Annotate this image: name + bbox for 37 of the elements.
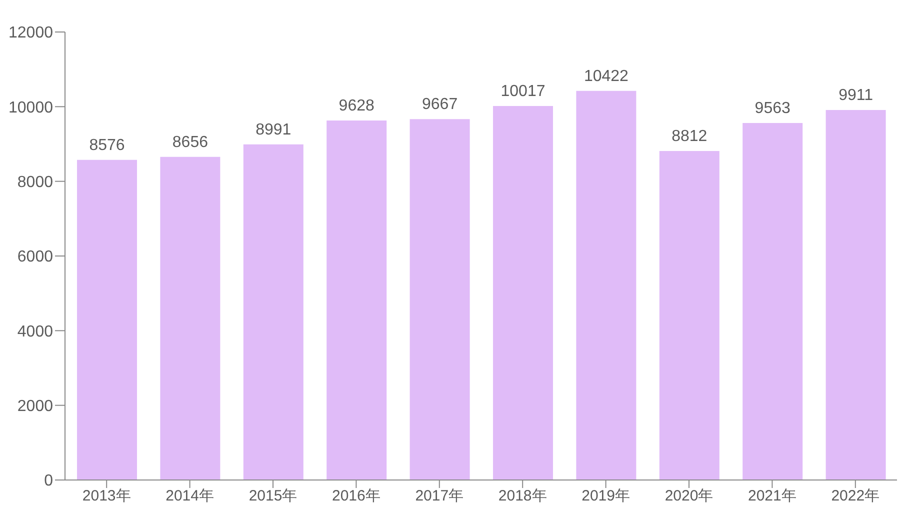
x-tick-label: 2021年: [748, 488, 796, 505]
y-tick-label: 2000: [17, 398, 54, 415]
x-tick-label: 2022年: [831, 488, 880, 505]
data-label: 8576: [89, 136, 125, 154]
bar: [826, 110, 886, 480]
x-tick-label: 2019年: [582, 488, 630, 505]
data-label: 9911: [838, 86, 874, 104]
x-tick-label: 2014年: [166, 488, 214, 505]
bar: [493, 106, 553, 480]
x-tick-label: 2016年: [332, 488, 380, 505]
bar: [576, 90, 636, 480]
x-tick-label: 2013年: [82, 488, 131, 505]
data-label: 8991: [256, 121, 292, 138]
bar: [160, 156, 220, 480]
bar: [742, 122, 803, 480]
data-label: 9563: [754, 100, 790, 117]
data-label: 10422: [584, 68, 629, 85]
y-tick-label: 4000: [17, 323, 54, 340]
bar: [326, 120, 387, 480]
bar: [659, 151, 720, 480]
y-tick-label: 6000: [17, 248, 54, 266]
data-label: 10017: [500, 83, 546, 100]
x-tick-label: 2020年: [664, 488, 714, 505]
y-tick-label: 8000: [17, 174, 54, 191]
data-label: 9628: [338, 98, 374, 115]
data-label: 9667: [422, 96, 458, 114]
bar: [77, 160, 137, 480]
x-tick-label: 2015年: [248, 488, 298, 505]
bar: [243, 144, 304, 480]
bar: [410, 119, 470, 480]
x-tick-label: 2018年: [498, 488, 547, 505]
data-label: 8812: [672, 128, 708, 146]
y-tick-label: 10000: [8, 99, 54, 116]
y-tick-label: 0: [44, 472, 54, 490]
y-tick-label: 12000: [8, 24, 54, 42]
data-label: 8656: [172, 134, 208, 151]
x-tick-label: 2017年: [415, 488, 464, 505]
